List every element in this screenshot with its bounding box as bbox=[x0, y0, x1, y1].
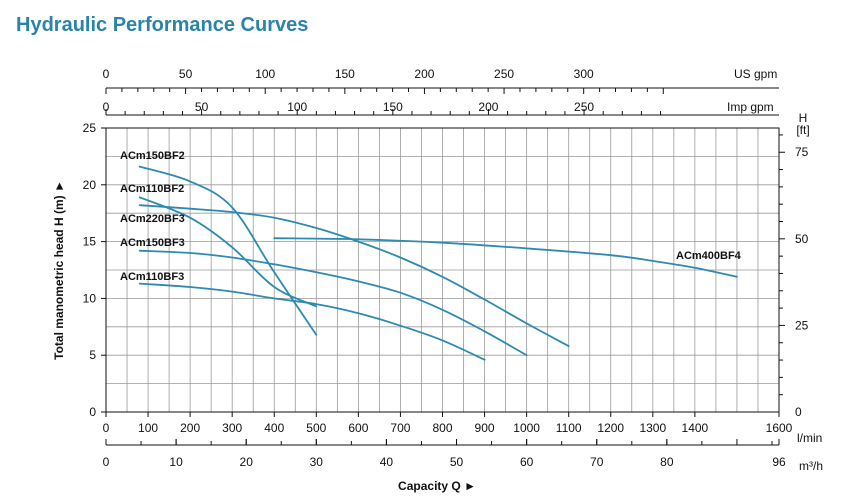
imp-gpm-unit-label: Imp gpm bbox=[727, 100, 774, 114]
curve-acm220bf3 bbox=[138, 204, 570, 347]
m3h-tick-label: 70 bbox=[590, 455, 604, 469]
y2-tick-label: 75 bbox=[795, 145, 809, 159]
us-gpm-tick-label: 0 bbox=[103, 67, 110, 81]
x-tick-label: 1000 bbox=[513, 421, 540, 435]
m3h-tick-label: 80 bbox=[660, 455, 674, 469]
y-tick-label: 0 bbox=[89, 405, 96, 419]
imp-gpm-tick-label: 0 bbox=[103, 100, 110, 114]
us-gpm-tick-label: 50 bbox=[179, 67, 193, 81]
y2-tick-label: 25 bbox=[795, 318, 809, 332]
imp-gpm-tick-label: 250 bbox=[574, 100, 594, 114]
y2-unit-label: [ft] bbox=[796, 123, 809, 137]
m3h-tick-label: 0 bbox=[103, 455, 110, 469]
imp-gpm-tick-label: 150 bbox=[383, 100, 403, 114]
x-tick-label: 100 bbox=[138, 421, 158, 435]
x-tick-label: 500 bbox=[306, 421, 326, 435]
series-label-acm220bf3: ACm220BF3 bbox=[120, 213, 185, 225]
y-tick-label: 15 bbox=[83, 235, 97, 249]
x-tick-label: 600 bbox=[348, 421, 368, 435]
m3h-tick-label: 30 bbox=[310, 455, 324, 469]
x-tick-label: 200 bbox=[180, 421, 200, 435]
curve-acm400bf4 bbox=[273, 237, 738, 278]
y-axis-title: Total manometric head H (m) ► bbox=[52, 180, 66, 360]
x-unit-label: l/min bbox=[797, 431, 822, 445]
x-tick-label: 1100 bbox=[556, 421, 582, 435]
m3h-tick-label: 10 bbox=[169, 455, 183, 469]
m3h-unit-label: m³/h bbox=[799, 459, 823, 473]
us-gpm-tick-label: 150 bbox=[335, 67, 355, 81]
y-tick-label: 20 bbox=[83, 178, 97, 192]
y2-tick-label: 0 bbox=[795, 405, 802, 419]
x-tick-label: 900 bbox=[475, 421, 495, 435]
imp-gpm-tick-label: 50 bbox=[195, 100, 209, 114]
series-label-acm110bf2: ACm110BF2 bbox=[120, 183, 184, 195]
y2-unit-label: H bbox=[799, 111, 808, 125]
x-tick-label: 300 bbox=[222, 421, 242, 435]
curve-acm150bf3 bbox=[138, 249, 528, 357]
y-tick-label: 5 bbox=[89, 348, 96, 362]
page-title: Hydraulic Performance Curves bbox=[16, 14, 309, 36]
m3h-tick-label: 96 bbox=[772, 455, 786, 469]
imp-gpm-tick-label: 200 bbox=[478, 100, 498, 114]
y-tick-label: 10 bbox=[83, 291, 97, 305]
us-gpm-tick-label: 300 bbox=[574, 67, 594, 81]
curve-acm110bf3 bbox=[138, 282, 486, 361]
us-gpm-tick-label: 200 bbox=[414, 67, 434, 81]
x-tick-label: 1300 bbox=[639, 421, 666, 435]
series-label-acm150bf2: ACm150BF2 bbox=[120, 150, 185, 162]
us-gpm-unit-label: US gpm bbox=[734, 67, 777, 81]
x-tick-label: 0 bbox=[103, 421, 110, 435]
m3h-tick-label: 20 bbox=[240, 455, 254, 469]
imp-gpm-tick-label: 100 bbox=[287, 100, 307, 114]
m3h-tick-label: 60 bbox=[520, 455, 534, 469]
us-gpm-tick-label: 100 bbox=[255, 67, 275, 81]
series-label-acm110bf3: ACm110BF3 bbox=[120, 271, 184, 283]
y-tick-label: 25 bbox=[83, 121, 97, 135]
us-gpm-tick-label: 250 bbox=[494, 67, 514, 81]
x-axis-title: Capacity Q ► bbox=[398, 479, 476, 493]
x-tick-label: 800 bbox=[432, 421, 452, 435]
series-label-acm150bf3: ACm150BF3 bbox=[120, 237, 185, 249]
series-label-acm400bf4: ACm400BF4 bbox=[676, 250, 742, 262]
y2-tick-label: 50 bbox=[795, 232, 809, 246]
x-tick-label: 1400 bbox=[682, 421, 709, 435]
x-tick-label: 700 bbox=[390, 421, 410, 435]
m3h-tick-label: 40 bbox=[380, 455, 394, 469]
x-tick-label: 1200 bbox=[597, 421, 624, 435]
x-tick-label: 1600 bbox=[766, 421, 793, 435]
m3h-tick-label: 50 bbox=[450, 455, 464, 469]
curve-acm110bf2 bbox=[138, 196, 318, 308]
x-tick-label: 400 bbox=[264, 421, 284, 435]
